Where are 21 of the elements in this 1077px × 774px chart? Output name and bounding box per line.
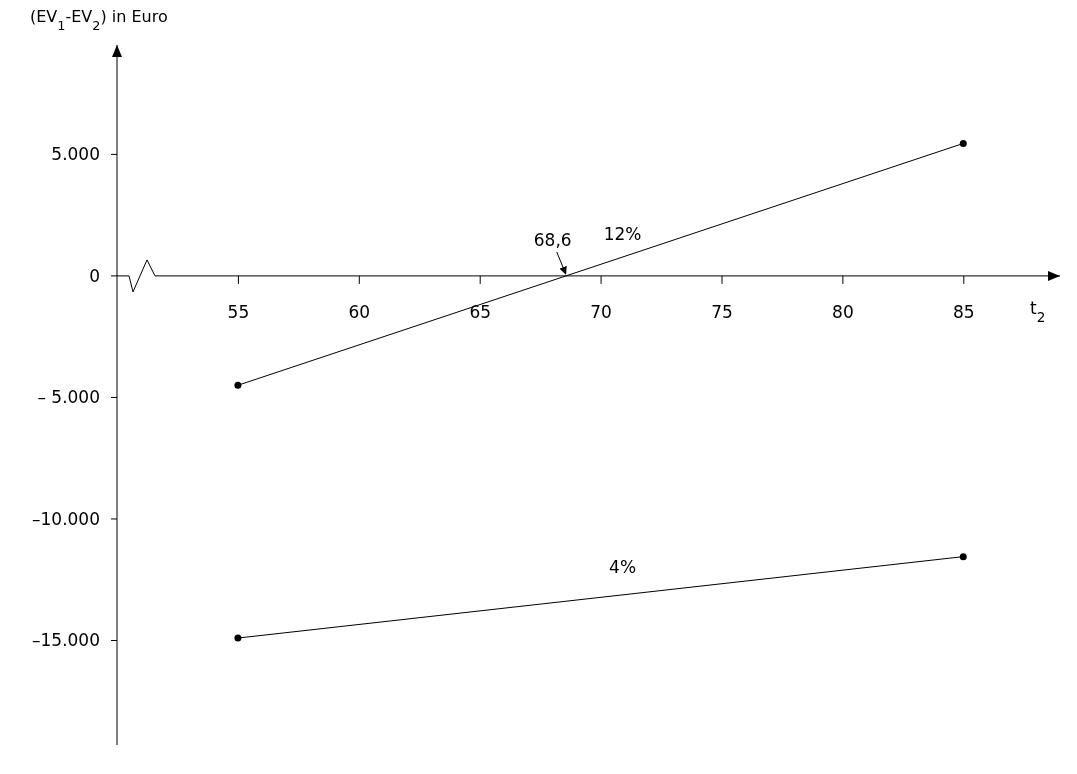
x-axis-title: t$_{2}$ [1030,297,1046,325]
y-tick-label: – 5.000 [37,387,100,408]
point [234,634,242,642]
point [959,553,967,561]
x-tick-label: 60 [348,301,371,322]
x-tick-label: 70 [590,301,612,322]
x-tick-label: 85 [952,301,975,322]
point [234,381,242,389]
x-tick-label: 55 [227,301,250,322]
y-tick-label: 5.000 [51,144,100,165]
x-tick-label: 65 [469,301,492,322]
point [959,139,967,147]
y-tick-label: –15.000 [32,630,100,651]
x-tick-label: 80 [832,301,854,322]
y-axis-title: (EV$_{1}$-EV$_{2}$) in Euro [30,7,168,33]
annotation: 68,6 [533,229,572,250]
series-label: 12% [603,224,642,245]
y-tick-label: 0 [89,265,100,286]
y-tick-label: –10.000 [32,508,100,529]
series-label: 4% [609,557,637,578]
x-tick-label: 75 [711,301,733,322]
